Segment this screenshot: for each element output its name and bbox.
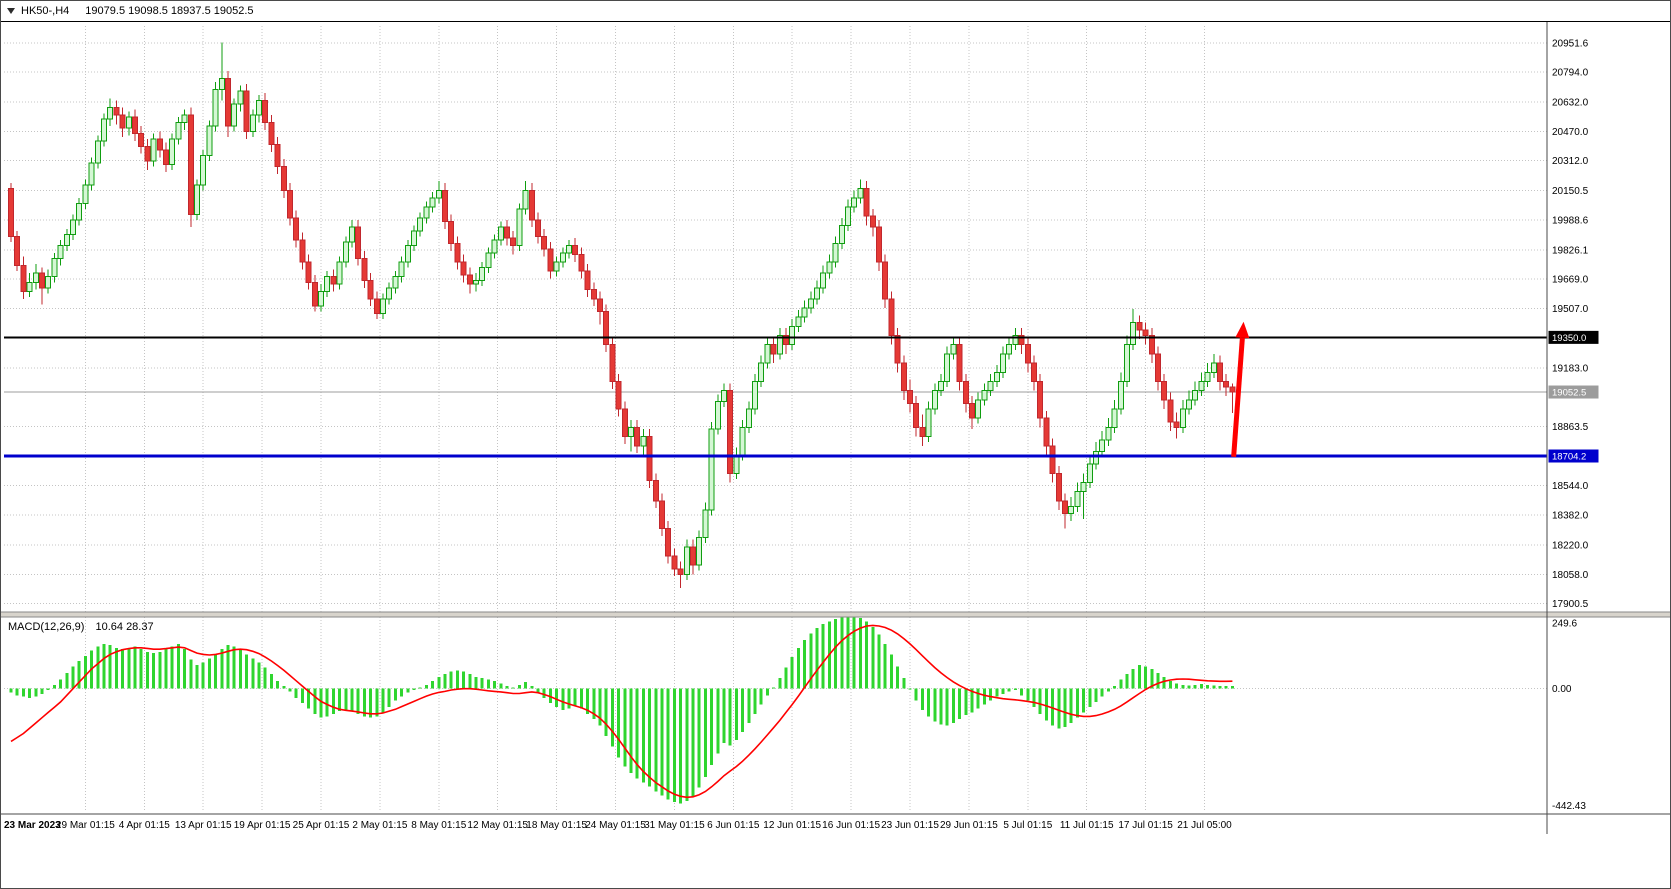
macd-axis-label: 0.00 <box>1552 684 1572 695</box>
price-axis-label: 19507.0 <box>1552 304 1589 315</box>
chart-header: HK50-,H4 19079.5 19098.5 18937.5 19052.5 <box>1 1 1670 22</box>
time-axis-label: 25 Apr 01:15 <box>293 820 350 831</box>
time-axis-label: 29 Mar 01:15 <box>56 820 115 831</box>
price-badge-label: 18704.2 <box>1552 452 1586 463</box>
macd-signal-line <box>10 624 1233 799</box>
candles-layer <box>8 42 1236 589</box>
time-axis-label: 17 Jul 01:15 <box>1118 820 1173 831</box>
time-axis-label: 31 May 01:15 <box>644 820 705 831</box>
ohlc-readout: 19079.5 19098.5 18937.5 19052.5 <box>85 5 254 17</box>
price-axis-label: 18544.0 <box>1552 481 1589 492</box>
price-axis[interactable]: 20951.6 20794.0 20632.0 20470.0 20312.0 20150… <box>1546 22 1599 834</box>
time-axis-label: 16 Jun 01:15 <box>822 820 880 831</box>
time-axis-label: 23 Mar 2023 <box>4 820 61 831</box>
time-axis-label: 13 Apr 01:15 <box>175 820 232 831</box>
time-axis-label: 6 Jun 01:15 <box>707 820 760 831</box>
price-badge <box>1548 449 1599 463</box>
price-axis-label: 19669.0 <box>1552 274 1589 285</box>
macd-indicator-label: MACD(12,26,9) 10.64 28.37 <box>8 621 154 633</box>
time-axis-label: 5 Jul 01:15 <box>1003 820 1052 831</box>
symbol-timeframe-label: HK50-,H4 <box>21 5 70 17</box>
macd-name: MACD(12,26,9) <box>8 621 85 633</box>
macd-axis-label: -442.43 <box>1552 801 1586 812</box>
time-axis-label: 18 May 01:15 <box>526 820 587 831</box>
price-axis-label: 20794.0 <box>1552 68 1589 79</box>
up-arrow-object[interactable] <box>1231 321 1250 457</box>
time-axis-label: 4 Apr 01:15 <box>119 820 171 831</box>
macd-axis-label: 249.6 <box>1552 618 1577 629</box>
time-axis-label: 24 May 01:15 <box>585 820 646 831</box>
time-axis-label: 23 Jun 01:15 <box>881 820 939 831</box>
time-axis-label: 11 Jul 01:15 <box>1060 820 1114 831</box>
grid-layer <box>4 26 1547 810</box>
symbol-dropdown-icon <box>7 8 15 14</box>
price-axis-label: 18382.0 <box>1552 511 1589 522</box>
price-axis-label: 20150.5 <box>1552 186 1589 197</box>
time-axis-label: 12 May 01:15 <box>467 820 528 831</box>
price-badge-label: 19350.0 <box>1552 333 1586 344</box>
price-badge <box>1548 330 1599 344</box>
price-axis-label: 19826.1 <box>1552 245 1589 256</box>
time-axis-label: 12 Jun 01:15 <box>763 820 821 831</box>
time-axis-label: 8 May 01:15 <box>411 820 466 831</box>
macd-values: 10.64 28.37 <box>95 621 154 633</box>
price-axis-label: 18058.0 <box>1552 570 1589 581</box>
price-axis-label: 17900.5 <box>1552 599 1589 610</box>
time-axis-label: 2 May 01:15 <box>352 820 407 831</box>
price-axis-label: 19183.0 <box>1552 364 1589 375</box>
price-axis-label: 20951.6 <box>1552 39 1589 50</box>
price-axis-label: 18220.0 <box>1552 540 1589 551</box>
pane-divider[interactable] <box>1 611 1671 618</box>
time-axis-label: 29 Jun 01:15 <box>940 820 998 831</box>
price-badge <box>1548 385 1599 399</box>
time-axis-label: 19 Apr 01:15 <box>234 820 291 831</box>
price-axis-label: 18863.5 <box>1552 422 1589 433</box>
price-axis-label: 20312.0 <box>1552 156 1589 167</box>
price-axis-label: 19988.6 <box>1552 216 1589 227</box>
time-axis-label: 21 Jul 05:00 <box>1177 820 1232 831</box>
price-badge-label: 19052.5 <box>1552 388 1586 399</box>
price-axis-label: 20632.0 <box>1552 97 1589 108</box>
price-axis-label: 20470.0 <box>1552 127 1589 138</box>
